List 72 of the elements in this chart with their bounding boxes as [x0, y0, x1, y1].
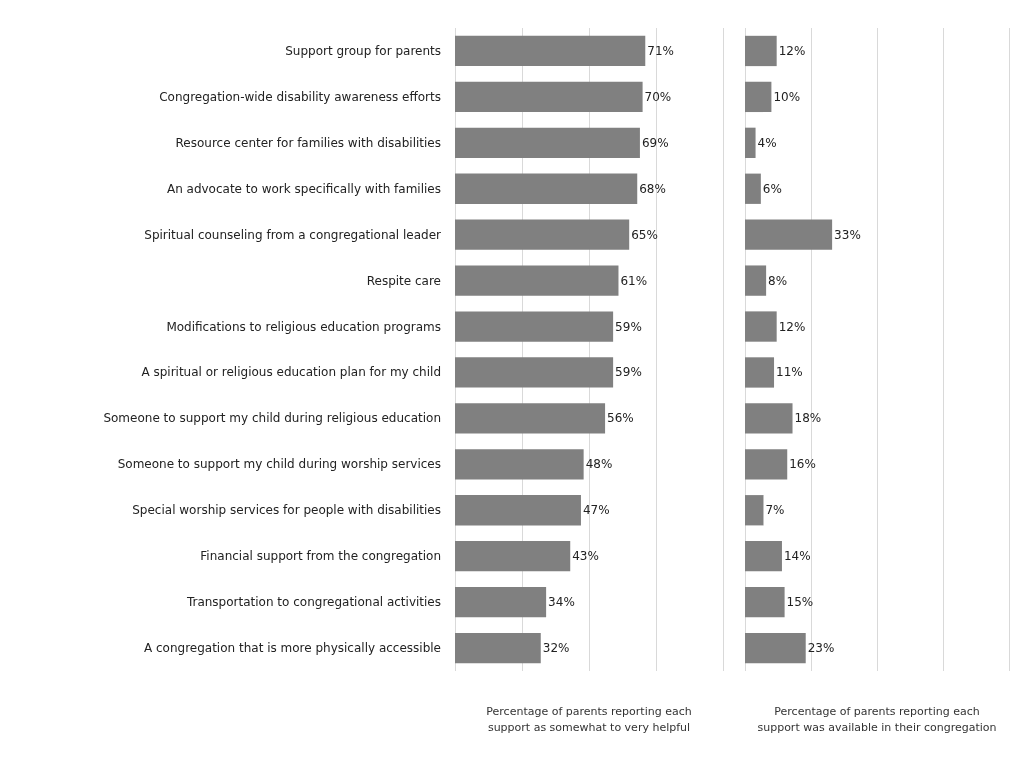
- bar: [745, 265, 767, 296]
- data-label: 7%: [765, 503, 785, 518]
- bar: [745, 541, 782, 572]
- bar: [745, 81, 772, 113]
- x-axis-title: Percentage of parents reporting each support was available in their congregation: [757, 704, 997, 734]
- y-tick-label: Respite care: [366, 273, 441, 288]
- bar: [745, 127, 756, 158]
- bar: [745, 311, 777, 342]
- bar: [455, 81, 643, 113]
- bar: [455, 586, 547, 618]
- y-tick-label: Spiritual counseling from a congregational leader: [144, 227, 442, 242]
- bar: [455, 311, 614, 342]
- data-label: 70%: [644, 89, 672, 104]
- y-tick-label: Modifications to religious education programs: [166, 319, 441, 334]
- data-label: 47%: [582, 503, 610, 518]
- bar: [455, 219, 630, 250]
- bar: [455, 495, 581, 526]
- bar: [745, 449, 788, 480]
- bar: [745, 586, 785, 618]
- data-label: 65%: [631, 227, 658, 242]
- data-label: 12%: [778, 319, 806, 334]
- data-label: 61%: [620, 273, 648, 288]
- data-label: 8%: [768, 273, 788, 288]
- bar: [455, 35, 646, 67]
- y-tick-label: Someone to support my child during worship services: [117, 457, 441, 472]
- bar: [455, 173, 638, 204]
- y-tick-label: A spiritual or religious education plan for my child: [141, 365, 441, 380]
- y-tick-label: Someone to support my child during religious education: [103, 411, 441, 426]
- data-label: 69%: [641, 135, 669, 150]
- bar: [455, 632, 541, 664]
- y-tick-label: A congregation that is more physically accessible: [143, 641, 441, 656]
- bar: [745, 357, 775, 388]
- y-tick-label: Support group for parents: [285, 43, 441, 58]
- data-label: 34%: [548, 595, 575, 610]
- data-label: 18%: [794, 411, 822, 426]
- data-label: 23%: [807, 641, 835, 656]
- x-axis-title: Percentage of parents reporting each support as somewhat to very helpful: [486, 704, 692, 734]
- bar: [745, 495, 764, 526]
- data-label: 33%: [834, 227, 861, 242]
- y-tick-label: Congregation-wide disability awareness efforts: [159, 89, 441, 104]
- y-tick-label: Resource center for families with disabilities: [175, 135, 441, 150]
- bar: [455, 127, 640, 158]
- data-label: 15%: [786, 595, 814, 610]
- data-label: 12%: [778, 43, 806, 58]
- data-label: 56%: [607, 411, 634, 426]
- data-label: 14%: [783, 549, 811, 564]
- bar: [455, 265, 619, 296]
- bar: [745, 219, 833, 250]
- data-label: 48%: [585, 457, 613, 472]
- bar: [455, 403, 606, 434]
- y-tick-label: An advocate to work specifically with families: [166, 181, 441, 196]
- bar: [745, 173, 761, 204]
- bar: [745, 632, 806, 664]
- data-label: 6%: [762, 181, 782, 196]
- y-tick-label: Special worship services for people with disabilities: [132, 503, 441, 518]
- data-label: 10%: [773, 89, 801, 104]
- data-label: 11%: [776, 365, 803, 380]
- data-label: 59%: [615, 319, 642, 334]
- data-label: 43%: [572, 549, 599, 564]
- data-label: 32%: [542, 641, 570, 656]
- data-label: 68%: [639, 181, 666, 196]
- y-tick-label: Financial support from the congregation: [200, 549, 441, 564]
- data-label: 4%: [757, 135, 777, 150]
- data-label: 16%: [789, 457, 816, 472]
- bar: [455, 357, 614, 388]
- bar: [745, 403, 793, 434]
- data-label: 71%: [647, 43, 674, 58]
- bar: [745, 35, 777, 67]
- bar: [455, 449, 584, 480]
- y-tick-label: Transportation to congregational activities: [185, 595, 441, 610]
- bar: [455, 541, 571, 572]
- data-label: 59%: [615, 365, 642, 380]
